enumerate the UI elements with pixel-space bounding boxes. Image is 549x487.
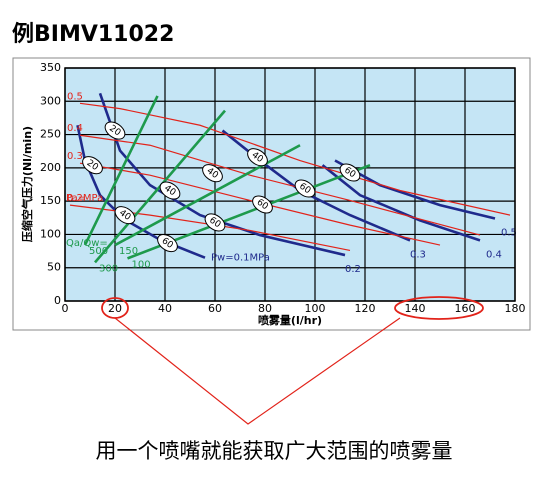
curve-marker	[252, 195, 273, 214]
annotation: Pa=	[66, 193, 86, 204]
series-label: 0.5	[501, 227, 517, 238]
curve-marker	[159, 181, 181, 200]
x-axis-label: 喷雾量(l/hr)	[258, 313, 322, 327]
curve-marker	[339, 163, 361, 182]
series-label: 0.5	[67, 91, 83, 102]
caption: 用一个喷嘴就能获取广大范围的喷雾量	[96, 439, 453, 463]
curve-marker	[202, 164, 223, 183]
curve	[79, 134, 481, 236]
x-tick-label: 20	[108, 302, 122, 315]
y-tick-label: 250	[40, 128, 61, 141]
curve	[114, 144, 301, 247]
x-tick-label: 180	[505, 302, 526, 315]
curve	[79, 102, 511, 216]
curve	[69, 204, 351, 251]
plot-border	[64, 67, 516, 302]
x-tick-label: 100	[305, 302, 326, 315]
series-label: 100	[132, 259, 151, 270]
series-label: 0.2MPa	[67, 193, 103, 204]
highlight-ellipse	[394, 296, 484, 320]
title: 例BIMV11022	[12, 22, 174, 47]
curve-marker	[104, 121, 126, 140]
curve	[79, 162, 441, 246]
series-label: 0.4	[67, 123, 83, 134]
y-tick-label: 0	[54, 294, 61, 307]
y-tick-label: 100	[40, 227, 61, 240]
y-tick-label: 350	[40, 61, 61, 74]
y-tick-label: 50	[47, 261, 61, 274]
curve-marker	[294, 179, 316, 198]
curve-marker	[247, 148, 268, 167]
x-tick-label: 120	[355, 302, 376, 315]
curve	[321, 164, 481, 242]
curve-marker	[157, 234, 178, 253]
y-tick-label: 200	[40, 161, 61, 174]
curve-marker	[114, 206, 136, 225]
x-tick-label: 80	[258, 302, 272, 315]
x-tick-label: 40	[158, 302, 172, 315]
x-tick-label: 0	[62, 302, 69, 315]
series-label: 0.3	[410, 249, 426, 260]
y-axis-label: 压缩空气压力(Nl/min)	[20, 126, 34, 242]
series-label: 0.2	[345, 264, 361, 275]
y-tick-label: 150	[40, 194, 61, 207]
series-label: 150	[119, 246, 138, 257]
x-tick-label: 60	[208, 302, 222, 315]
x-tick-label: 160	[455, 302, 476, 315]
annotation: Qa/Qw=	[66, 238, 108, 249]
curve-marker	[82, 156, 103, 175]
x-tick-label: 140	[405, 302, 426, 315]
series-label: Pw=0.1MPa	[211, 253, 270, 264]
y-tick-label: 300	[40, 94, 61, 107]
series-label: 500	[89, 246, 108, 257]
series-label: 0.3	[67, 151, 83, 162]
series-label: 0.4	[486, 249, 502, 260]
curve-marker	[204, 213, 226, 232]
series-label: 300	[99, 263, 118, 274]
pointer-lines	[114, 317, 401, 425]
curve	[83, 95, 159, 246]
